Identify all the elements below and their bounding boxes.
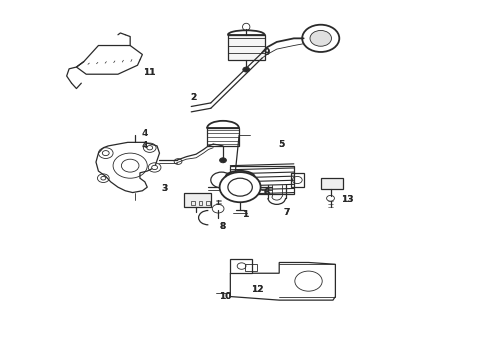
Bar [245, 264, 257, 271]
Polygon shape [230, 262, 335, 300]
Bar [207, 128, 239, 146]
Text: 9: 9 [264, 48, 270, 57]
Bar [228, 35, 265, 60]
Bar [198, 201, 202, 205]
Text: 2: 2 [191, 93, 197, 102]
Text: 8: 8 [220, 222, 226, 231]
Text: 4: 4 [142, 129, 148, 138]
Circle shape [220, 158, 226, 163]
Text: 7: 7 [283, 208, 290, 217]
Text: 12: 12 [251, 285, 264, 294]
Bar [321, 178, 343, 189]
Text: 8: 8 [220, 222, 226, 231]
Text: 2: 2 [191, 93, 197, 102]
Text: 10: 10 [219, 292, 232, 301]
Text: 10: 10 [219, 292, 232, 301]
Bar [206, 201, 210, 205]
Text: 9: 9 [264, 48, 270, 57]
Text: 3: 3 [161, 184, 168, 193]
Text: 1: 1 [242, 210, 248, 219]
Bar [191, 201, 195, 205]
Text: 6: 6 [264, 188, 270, 197]
Text: 5: 5 [278, 140, 285, 149]
Text: 12: 12 [251, 285, 264, 294]
Text: 13: 13 [342, 195, 354, 204]
Circle shape [147, 145, 153, 150]
Circle shape [243, 67, 249, 72]
Circle shape [220, 172, 261, 202]
Text: 3: 3 [161, 184, 168, 193]
Text: 13: 13 [342, 195, 354, 204]
Bar [230, 259, 252, 273]
Text: 6: 6 [264, 188, 270, 197]
Polygon shape [96, 142, 159, 193]
Text: 5: 5 [278, 140, 285, 149]
Circle shape [310, 31, 331, 46]
Circle shape [101, 176, 106, 180]
Bar [230, 166, 294, 194]
Text: 4: 4 [142, 141, 148, 150]
Text: 1: 1 [242, 210, 248, 219]
Circle shape [302, 25, 339, 52]
Circle shape [152, 165, 158, 170]
Bar [292, 173, 304, 187]
Text: 11: 11 [144, 68, 156, 77]
Polygon shape [76, 45, 143, 74]
Text: 7: 7 [283, 208, 290, 217]
Circle shape [211, 172, 232, 188]
Text: 11: 11 [144, 68, 156, 77]
Bar [184, 193, 211, 207]
Circle shape [102, 150, 109, 156]
